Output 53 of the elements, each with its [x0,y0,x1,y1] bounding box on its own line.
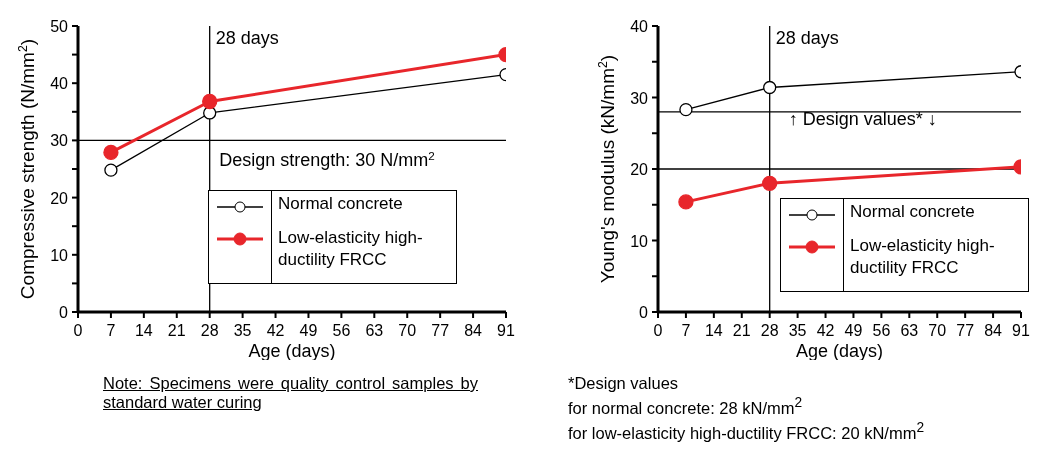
legend-label: Normal concrete [850,201,976,223]
ref-line-label: 28 days [215,28,279,48]
y-tick-label: 10 [630,232,649,250]
y-tick-label: 30 [50,132,69,150]
x-tick-label: 21 [732,322,751,339]
x-tick-label: 84 [464,322,483,339]
y-tick-label: 20 [630,161,649,178]
x-tick-label: 84 [984,322,1003,339]
x-tick-label: 42 [816,322,835,339]
y-tick-label: 10 [50,246,69,264]
y-tick-label: 50 [50,18,69,35]
text: for low-elasticity high-ductility FRCC: 20 kN/mm$^{2}$ [568,418,926,442]
text: Note: Specimens were quality control samples by standard water curing [103,374,478,412]
x-tick-label: 70 [398,322,417,339]
x-tick-label: 56 [872,322,891,339]
x-axis-title: Age (days) [248,341,336,361]
x-tick-label: 49 [844,322,863,339]
x-tick-label: 7 [106,322,116,339]
x-tick-label: 28 [760,322,779,339]
x-tick-label: 0 [653,322,663,339]
x-tick-label: 49 [299,322,318,339]
x-tick-label: 63 [365,322,384,339]
x-tick-label: 28 [200,322,219,339]
x-tick-label: 42 [266,322,285,339]
text: for normal concrete: 28 kN/mm$^{2}$ [568,394,804,418]
x-axis-title: Age (days) [795,341,884,361]
x-tick-label: 77 [956,322,975,339]
x-tick-label: 0 [73,322,83,339]
ref-line-label: 28 days [775,28,839,48]
ref-line-label: Design strength: 30 N/mm$^{2}$ [219,148,435,171]
x-tick-label: 56 [332,322,351,339]
x-tick-label: 21 [167,322,186,339]
text: *Design values [568,374,680,393]
x-tick-label: 14 [704,322,723,339]
y-tick-label: 40 [50,75,69,93]
x-tick-label: 77 [431,322,450,339]
x-tick-label: 14 [134,322,153,339]
x-tick-label: 91 [1012,322,1030,339]
x-tick-label: 35 [233,322,252,339]
legend-label: Normal concrete [278,193,404,215]
y-tick-label: 40 [630,18,649,35]
x-tick-label: 35 [788,322,807,339]
y-tick-label: 0 [639,304,649,321]
y-tick-label: 0 [59,304,69,321]
ref-line-label: ↑ Design values* ↓ [788,109,937,129]
y-tick-label: 20 [50,189,69,207]
x-tick-label: 7 [681,322,691,339]
x-tick-label: 91 [497,322,515,339]
x-tick-label: 63 [900,322,919,339]
legend-label: Low-elasticity high-ductility FRCC [278,227,424,271]
x-tick-label: 70 [928,322,947,339]
legend-label: Low-elasticity high-ductility FRCC [850,235,996,279]
y-tick-label: 30 [630,89,649,107]
